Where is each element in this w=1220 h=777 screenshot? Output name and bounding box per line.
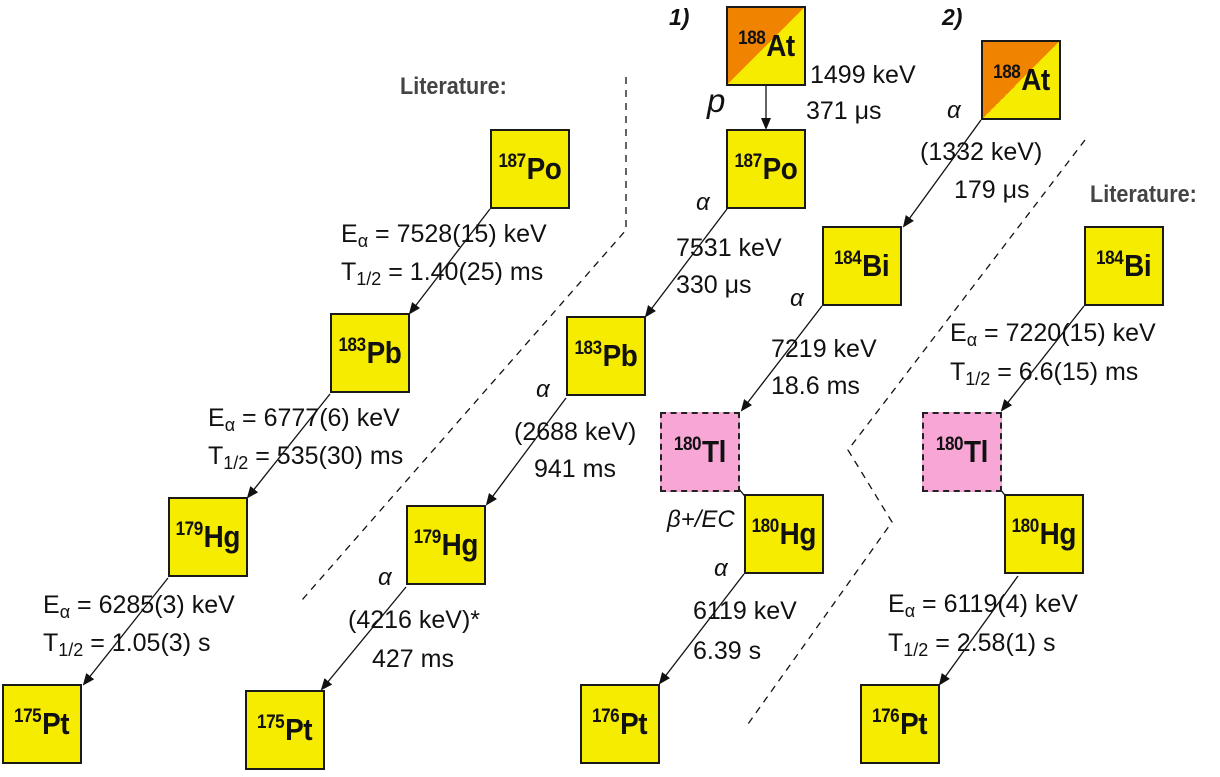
nuclide-label: 187Po bbox=[734, 151, 798, 186]
nuclide-box-pb183-chain1: 183Pb bbox=[566, 316, 646, 396]
nuclide-box-tl180-chain2: 180Tl bbox=[660, 412, 740, 492]
decay-arrow bbox=[485, 397, 567, 506]
decay-arrow bbox=[658, 573, 745, 685]
decay-energy-label: 6119 keV bbox=[693, 597, 797, 625]
nuclide-label: 188At bbox=[992, 62, 1050, 97]
decay-halflife-label: 427 ms bbox=[372, 645, 454, 673]
nuclide-box-pt175-literature: 175Pt bbox=[2, 684, 82, 764]
literature-heading-left: Literature: bbox=[400, 73, 507, 100]
nuclide-box-tl180-literature: 180Tl bbox=[922, 412, 1002, 492]
decay-energy-label: (2688 keV) bbox=[514, 418, 637, 446]
alpha-energy-label: Eα = 6285(3) keV bbox=[43, 591, 235, 622]
nuclide-label: 176Pt bbox=[872, 706, 928, 741]
nuclide-label: 183Pb bbox=[574, 338, 638, 373]
nuclide-label: 188At bbox=[737, 28, 795, 63]
separator-line-middle bbox=[747, 139, 1086, 725]
half-life-label: T1/2 = 1.05(3) s bbox=[43, 629, 211, 660]
nuclide-label: 175Pt bbox=[257, 712, 313, 747]
decay-arrow bbox=[320, 586, 407, 691]
half-life-label: T1/2 = 1.40(25) ms bbox=[341, 258, 544, 289]
nuclide-box-po187-literature: 187Po bbox=[490, 129, 570, 209]
decay-energy-label: 7219 keV bbox=[771, 335, 877, 363]
proton-decay-symbol: p bbox=[707, 82, 726, 119]
decay-energy-label: 1499 keV bbox=[810, 61, 916, 89]
alpha-energy-label: Eα = 7220(15) keV bbox=[950, 319, 1156, 350]
nuclide-label: 179Hg bbox=[413, 527, 479, 562]
alpha-decay-symbol: α bbox=[696, 189, 710, 216]
nuclide-box-pt176-literature: 176Pt bbox=[860, 684, 940, 764]
decay-arrow bbox=[938, 575, 1019, 686]
nuclide-box-bi184-literature: 184Bi bbox=[1084, 226, 1164, 306]
nuclide-box-po187-chain1: 187Po bbox=[726, 129, 806, 209]
nuclide-label: 184Bi bbox=[1096, 248, 1152, 283]
nuclide-box-at188-chain1: 188At bbox=[726, 6, 806, 86]
half-life-label: T1/2 = 535(30) ms bbox=[208, 442, 404, 473]
chain-label-1: 1) bbox=[669, 4, 690, 30]
alpha-decay-symbol: α bbox=[790, 285, 804, 312]
nuclide-box-hg179-literature: 179Hg bbox=[168, 497, 248, 577]
alpha-energy-label: Eα = 7528(15) keV bbox=[341, 220, 547, 251]
decay-energy-label: 7531 keV bbox=[676, 234, 782, 262]
decay-arrow bbox=[1000, 305, 1085, 412]
chain-label-2: 2) bbox=[942, 4, 963, 30]
half-life-label: T1/2 = 2.58(1) s bbox=[888, 629, 1056, 660]
nuclide-box-pb183-literature: 183Pb bbox=[330, 313, 410, 393]
nuclide-box-hg179-chain1: 179Hg bbox=[406, 505, 486, 585]
nuclide-box-hg180-chain2: 180Hg bbox=[744, 494, 824, 574]
beta-ec-decay-symbol: β+/EC bbox=[667, 506, 735, 533]
nuclide-label: 184Bi bbox=[834, 248, 890, 283]
decay-halflife-label: 6.39 s bbox=[693, 637, 762, 665]
nuclide-label: 180Hg bbox=[1011, 516, 1077, 551]
alpha-decay-symbol: α bbox=[714, 555, 728, 582]
alpha-decay-symbol: α bbox=[536, 376, 550, 403]
decay-arrow bbox=[82, 577, 169, 686]
nuclide-label: 180Tl bbox=[673, 434, 726, 469]
nuclide-box-bi184-chain2: 184Bi bbox=[822, 226, 902, 306]
decay-halflife-label: 330 μs bbox=[676, 271, 752, 299]
decay-energy-label: (4216 keV)* bbox=[348, 606, 481, 634]
decay-arrow bbox=[644, 208, 728, 318]
nuclide-label: 183Pb bbox=[338, 335, 402, 370]
decay-energy-label: (1332 keV) bbox=[920, 138, 1043, 166]
alpha-decay-symbol: α bbox=[947, 97, 961, 124]
decay-halflife-label: 18.6 ms bbox=[771, 372, 860, 400]
nuclide-label: 179Hg bbox=[175, 519, 241, 554]
decay-arrow bbox=[902, 119, 982, 228]
nuclide-label: 176Pt bbox=[592, 706, 648, 741]
half-life-label: T1/2 = 6.6(15) ms bbox=[950, 358, 1139, 389]
decay-arrow bbox=[740, 305, 823, 412]
nuclide-box-at188-chain2: 188At bbox=[981, 40, 1061, 120]
decay-halflife-label: 179 μs bbox=[954, 176, 1030, 204]
decay-arrow bbox=[246, 393, 331, 499]
decay-halflife-label: 941 ms bbox=[534, 455, 616, 483]
decay-halflife-label: 371 μs bbox=[806, 97, 882, 125]
alpha-energy-label: Eα = 6777(6) keV bbox=[208, 404, 400, 435]
nuclide-label: 175Pt bbox=[14, 706, 70, 741]
nuclide-box-hg180-literature: 180Hg bbox=[1004, 494, 1084, 574]
literature-heading-right: Literature: bbox=[1090, 181, 1197, 208]
nuclide-box-pt176-chain2: 176Pt bbox=[580, 684, 660, 764]
alpha-decay-symbol: α bbox=[378, 564, 392, 591]
nuclide-box-pt175-chain1: 175Pt bbox=[245, 690, 325, 770]
alpha-energy-label: Eα = 6119(4) keV bbox=[888, 590, 1078, 621]
nuclide-label: 180Hg bbox=[751, 516, 817, 551]
decay-arrow bbox=[408, 208, 491, 315]
nuclide-label: 187Po bbox=[498, 151, 562, 186]
nuclide-label: 180Tl bbox=[935, 434, 988, 469]
